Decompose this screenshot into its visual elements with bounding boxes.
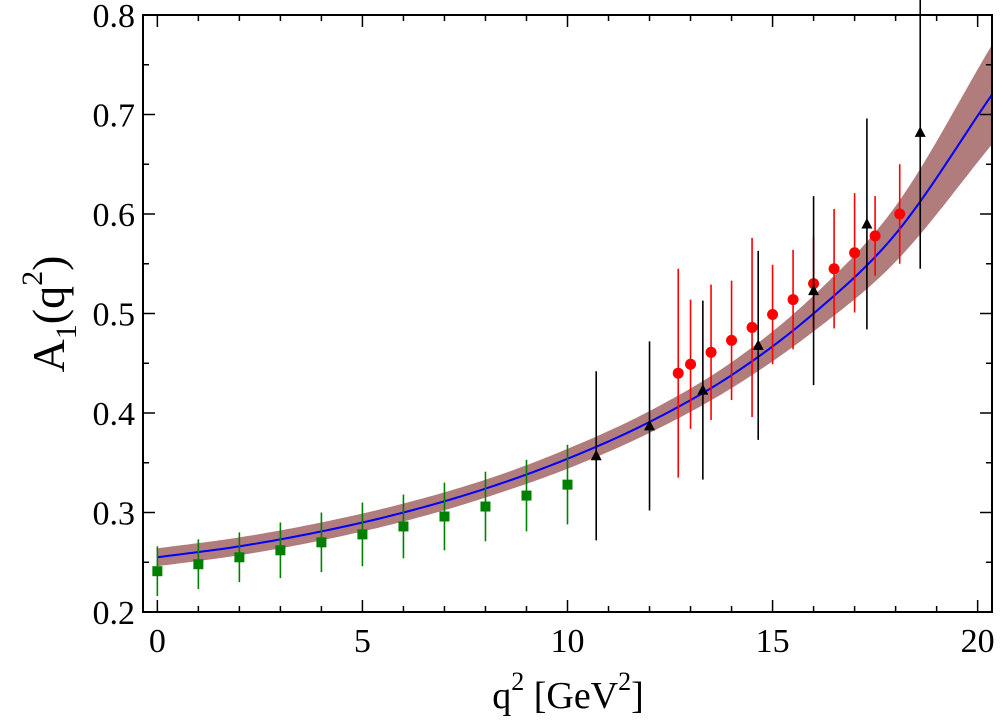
y-axis-title-base: A [23,339,74,372]
x-axis-title-unit-open: [GeV [524,675,618,717]
data-point [685,358,697,370]
data-point [849,247,861,259]
y-axis-title-sup: 2 [16,271,49,286]
y-tick-label: 0.5 [93,297,136,334]
x-axis-title-unit-sup: 2 [618,667,631,696]
fit-line-layer [157,94,992,559]
data-point [562,479,573,490]
data-point [861,217,873,229]
series-square [152,444,573,597]
data-point [316,537,327,548]
x-tick-label: 5 [354,623,371,660]
x-tick-label: 15 [756,623,790,660]
y-axis-title-open: (q [23,286,74,324]
data-point [894,208,906,220]
data-point [152,566,163,577]
data-point [672,367,684,379]
data-point [705,346,717,358]
data-point [590,449,602,461]
data-series-layer [152,0,926,597]
y-tick-label: 0.8 [93,0,136,35]
x-tick-label: 10 [551,623,585,660]
data-point [767,308,779,320]
y-tick-label: 0.4 [93,396,136,433]
data-point [787,294,799,306]
fit-line [157,94,992,559]
data-point [808,284,820,296]
series-triangle [590,0,926,541]
x-tick-label: 20 [961,623,995,660]
data-point [275,545,286,556]
data-point [914,126,926,137]
x-axis-title-unit-close: ] [631,675,644,717]
data-point [193,559,204,570]
data-point [480,501,491,512]
x-axis-title: q2 [GeV2] [492,667,644,717]
data-point [828,263,840,275]
y-tick-label: 0.6 [93,197,136,234]
y-axis-title-sub: 1 [50,324,83,339]
data-point [234,552,245,563]
x-tick-label: 0 [149,623,166,660]
data-point [726,334,738,346]
error-band-layer [157,44,992,567]
data-point [644,419,656,431]
data-point [752,339,764,350]
error-band [157,44,992,567]
data-point [521,490,532,501]
data-point [869,230,881,242]
data-point [746,321,758,333]
y-tick-label: 0.3 [93,496,136,533]
y-tick-label: 0.2 [93,595,136,632]
ticks-layer: 0 5 10 15 20 0.2 0.3 0.4 0.5 0.6 0.7 0.8 [93,0,995,660]
data-point [439,511,450,522]
y-tick-label: 0.7 [93,98,136,135]
x-axis-title-base: q [492,675,511,717]
x-axis-title-sup: 2 [511,667,524,696]
data-point [398,521,409,532]
data-point [357,529,368,540]
y-axis-title: A1(q2) [16,256,83,373]
series-circle [672,164,906,478]
data-point [697,384,709,395]
y-axis-title-close: ) [23,256,74,271]
